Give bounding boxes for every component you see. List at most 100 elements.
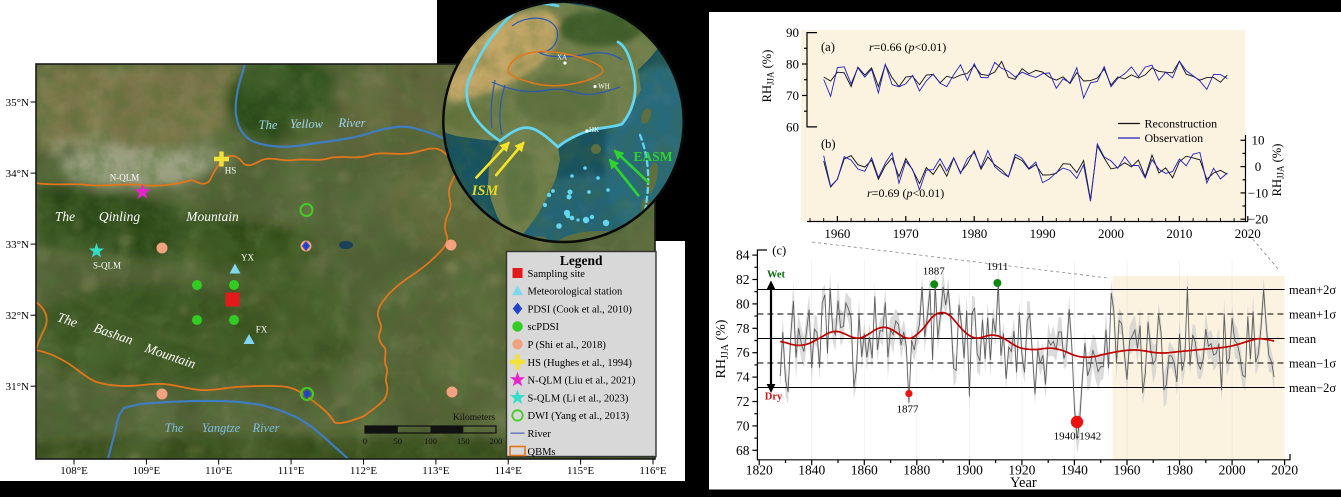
svg-text:YX: YX <box>241 253 254 263</box>
svg-text:mean+2σ: mean+2σ <box>1289 283 1336 297</box>
svg-text:80: 80 <box>736 296 750 311</box>
svg-text:River: River <box>251 421 279 435</box>
svg-text:33°N: 33°N <box>6 239 29 251</box>
svg-text:Legend: Legend <box>560 253 603 268</box>
svg-text:116°E: 116°E <box>639 465 666 477</box>
svg-text:1877: 1877 <box>897 403 920 415</box>
svg-text:HK: HK <box>589 126 599 134</box>
svg-text:−20: −20 <box>1248 212 1268 227</box>
svg-text:HS (Hughes et al., 1994): HS (Hughes et al., 1994) <box>528 358 633 369</box>
svg-text:34°N: 34°N <box>6 168 29 180</box>
svg-text:Yellow: Yellow <box>290 117 324 131</box>
svg-text:EASM: EASM <box>633 149 672 164</box>
svg-text:0: 0 <box>363 436 367 446</box>
svg-text:RHJJA (%): RHJJA (%) <box>714 319 731 378</box>
svg-text:Year: Year <box>1010 475 1037 491</box>
svg-text:112°E: 112°E <box>350 465 377 477</box>
svg-text:RHJJA (%): RHJJA (%) <box>1270 144 1286 197</box>
svg-text:150: 150 <box>457 436 470 446</box>
svg-text:1880: 1880 <box>903 463 930 478</box>
svg-text:RHJJA (%): RHJJA (%) <box>760 50 776 103</box>
svg-text:90: 90 <box>786 25 799 40</box>
svg-text:111°E: 111°E <box>278 465 305 477</box>
svg-text:10: 10 <box>1252 133 1265 148</box>
svg-text:32°N: 32°N <box>6 310 29 322</box>
svg-text:2000: 2000 <box>1219 463 1246 478</box>
svg-text:1860: 1860 <box>851 463 878 478</box>
svg-text:68: 68 <box>736 443 750 458</box>
svg-text:1840: 1840 <box>798 463 825 478</box>
svg-text:(a): (a) <box>821 40 835 54</box>
svg-text:FX: FX <box>256 325 268 335</box>
svg-text:HS: HS <box>225 166 237 176</box>
svg-text:−10: −10 <box>1248 185 1268 200</box>
svg-text:Mountain: Mountain <box>185 209 239 224</box>
svg-text:1980: 1980 <box>1166 463 1193 478</box>
svg-text:35°N: 35°N <box>6 97 29 109</box>
svg-text:The: The <box>55 209 75 224</box>
svg-text:200: 200 <box>490 436 503 446</box>
svg-text:60: 60 <box>786 119 799 134</box>
svg-text:1980: 1980 <box>961 226 987 241</box>
svg-text:70: 70 <box>786 88 799 103</box>
svg-text:2020: 2020 <box>1235 226 1261 241</box>
svg-text:Observation: Observation <box>1145 131 1204 145</box>
svg-text:Kilometers: Kilometers <box>453 413 496 423</box>
svg-text:1960: 1960 <box>824 226 850 241</box>
svg-text:River: River <box>337 116 365 130</box>
svg-text:scPDSI: scPDSI <box>528 322 560 333</box>
svg-text:1960: 1960 <box>1114 463 1141 478</box>
svg-text:80: 80 <box>786 56 799 71</box>
svg-text:1900: 1900 <box>956 463 983 478</box>
svg-text:31°N: 31°N <box>6 381 29 393</box>
svg-text:The: The <box>165 421 184 435</box>
svg-text:Sampling site: Sampling site <box>528 269 586 280</box>
svg-text:mean+1σ: mean+1σ <box>1289 307 1336 321</box>
svg-text:114°E: 114°E <box>495 465 522 477</box>
svg-text:r=0.69 (p<0.01): r=0.69 (p<0.01) <box>867 186 944 200</box>
svg-text:Wet: Wet <box>767 270 786 281</box>
svg-text:50: 50 <box>394 436 403 446</box>
svg-text:Yangtze: Yangtze <box>202 421 241 435</box>
svg-text:Meteorological station: Meteorological station <box>528 287 624 298</box>
svg-text:WH: WH <box>598 83 610 91</box>
svg-text:115°E: 115°E <box>567 465 594 477</box>
svg-text:2020: 2020 <box>1271 463 1298 478</box>
svg-text:84: 84 <box>736 248 750 263</box>
svg-text:The: The <box>55 309 79 330</box>
svg-text:mean: mean <box>1289 332 1317 346</box>
svg-text:1940-1942: 1940-1942 <box>1054 431 1102 443</box>
svg-text:ISM: ISM <box>471 183 500 199</box>
svg-text:70: 70 <box>736 418 750 433</box>
svg-text:1970: 1970 <box>893 226 919 241</box>
svg-text:Dry: Dry <box>765 392 783 403</box>
svg-text:1911: 1911 <box>987 261 1009 273</box>
svg-text:110°E: 110°E <box>205 465 232 477</box>
svg-text:108°E: 108°E <box>60 465 88 477</box>
svg-text:S-QLM (Li et al., 2023): S-QLM (Li et al., 2023) <box>528 393 629 404</box>
svg-text:QBMs: QBMs <box>528 447 556 458</box>
svg-text:76: 76 <box>736 345 750 360</box>
svg-text:XA: XA <box>557 54 567 62</box>
svg-text:0: 0 <box>1255 159 1262 174</box>
svg-text:82: 82 <box>736 272 750 287</box>
svg-text:(c): (c) <box>772 243 786 257</box>
svg-text:78: 78 <box>736 321 750 336</box>
svg-text:1820: 1820 <box>746 463 773 478</box>
svg-text:The: The <box>259 118 278 132</box>
svg-text:mean−1σ: mean−1σ <box>1289 356 1336 370</box>
svg-text:(b): (b) <box>821 137 836 151</box>
svg-text:1990: 1990 <box>1030 226 1056 241</box>
svg-text:N-QLM: N-QLM <box>110 173 140 183</box>
svg-text:S-QLM: S-QLM <box>93 261 121 271</box>
svg-text:r=0.66 (p<0.01): r=0.66 (p<0.01) <box>869 40 946 54</box>
svg-text:1920: 1920 <box>1008 463 1035 478</box>
svg-text:74: 74 <box>736 370 750 385</box>
svg-text:1940: 1940 <box>1061 463 1088 478</box>
svg-text:PDSI (Cook et al., 2010): PDSI (Cook et al., 2010) <box>528 304 633 315</box>
svg-text:2010: 2010 <box>1166 226 1192 241</box>
svg-text:72: 72 <box>736 394 750 409</box>
svg-text:113°E: 113°E <box>422 465 449 477</box>
svg-text:2000: 2000 <box>1098 226 1124 241</box>
svg-text:Reconstruction: Reconstruction <box>1145 117 1218 131</box>
